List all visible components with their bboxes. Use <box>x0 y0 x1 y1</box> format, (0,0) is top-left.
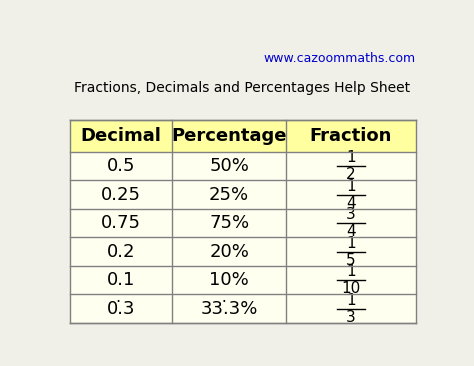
Text: Percentage: Percentage <box>172 127 287 145</box>
FancyBboxPatch shape <box>70 180 172 209</box>
FancyBboxPatch shape <box>172 209 286 238</box>
Text: 75%: 75% <box>209 214 249 232</box>
FancyBboxPatch shape <box>70 120 172 152</box>
FancyBboxPatch shape <box>286 152 416 180</box>
Text: 33.̇3%: 33.̇3% <box>201 300 258 318</box>
Text: 1: 1 <box>346 293 356 308</box>
Text: 1: 1 <box>346 150 356 165</box>
Text: 2: 2 <box>346 167 356 182</box>
Text: 0.75: 0.75 <box>101 214 141 232</box>
Text: 3: 3 <box>346 207 356 222</box>
FancyBboxPatch shape <box>70 152 172 180</box>
Text: Fraction: Fraction <box>310 127 392 145</box>
Text: 4: 4 <box>346 224 356 239</box>
FancyBboxPatch shape <box>70 238 172 266</box>
Text: 1: 1 <box>346 236 356 251</box>
Text: Decimal: Decimal <box>81 127 162 145</box>
Text: 50%: 50% <box>209 157 249 175</box>
Text: 5: 5 <box>346 253 356 268</box>
FancyBboxPatch shape <box>70 209 172 238</box>
Text: 10%: 10% <box>209 271 249 289</box>
FancyBboxPatch shape <box>172 152 286 180</box>
FancyBboxPatch shape <box>286 209 416 238</box>
Text: 0.2: 0.2 <box>107 243 136 261</box>
Text: 10: 10 <box>341 281 360 296</box>
Text: 3: 3 <box>346 310 356 325</box>
FancyBboxPatch shape <box>286 180 416 209</box>
FancyBboxPatch shape <box>70 294 172 323</box>
FancyBboxPatch shape <box>286 266 416 294</box>
Text: 25%: 25% <box>209 186 249 203</box>
Text: 1: 1 <box>346 264 356 279</box>
Text: Fractions, Decimals and Percentages Help Sheet: Fractions, Decimals and Percentages Help… <box>74 81 410 94</box>
FancyBboxPatch shape <box>286 120 416 152</box>
Text: 0.25: 0.25 <box>101 186 141 203</box>
Text: www.cazoommaths.com: www.cazoommaths.com <box>264 52 416 66</box>
FancyBboxPatch shape <box>172 294 286 323</box>
FancyBboxPatch shape <box>172 120 286 152</box>
FancyBboxPatch shape <box>286 294 416 323</box>
Text: 20%: 20% <box>209 243 249 261</box>
Text: 0.̇3: 0.̇3 <box>107 300 136 318</box>
FancyBboxPatch shape <box>70 266 172 294</box>
FancyBboxPatch shape <box>172 266 286 294</box>
FancyBboxPatch shape <box>172 180 286 209</box>
FancyBboxPatch shape <box>172 238 286 266</box>
Text: 4: 4 <box>346 195 356 210</box>
FancyBboxPatch shape <box>286 238 416 266</box>
Text: 1: 1 <box>346 179 356 194</box>
Text: 0.1: 0.1 <box>107 271 136 289</box>
Text: 0.5: 0.5 <box>107 157 136 175</box>
